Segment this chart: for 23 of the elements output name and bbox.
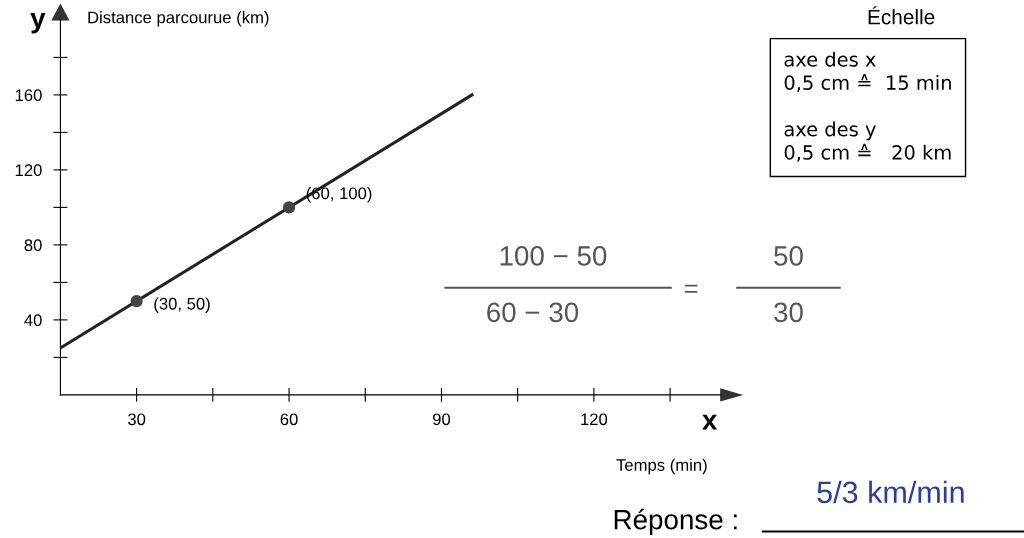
x-axis-title: Temps (min) <box>616 458 707 475</box>
text: Réponse : <box>614 508 737 535</box>
y-axis-title: Distance parcourue (km) <box>88 11 269 27</box>
text: 50 <box>774 246 803 266</box>
annotation: 60 − 30 <box>487 302 579 323</box>
x-tick-label: 120 <box>581 413 608 426</box>
text: axe des x 0,5 cm ≙ 15 min axe des y 0,5 cm ≙ 20 km <box>784 51 951 162</box>
text: Échelle <box>868 6 935 25</box>
text: 30 <box>774 302 803 323</box>
y-tick-label: 80 <box>24 239 42 252</box>
text: 5/3 km/min <box>817 480 964 504</box>
annotation: 100 − 50 <box>500 246 607 266</box>
text: y <box>30 12 46 34</box>
annotation: = <box>685 284 698 293</box>
x-tick-label: 60 <box>280 413 298 426</box>
y-tick-label: 120 <box>15 164 42 177</box>
annotation: (60, 100) <box>306 186 372 203</box>
x-tick-label: 30 <box>127 413 146 426</box>
text: x <box>702 414 718 430</box>
y-tick-label: 160 <box>15 89 42 102</box>
annotation: (30, 50) <box>154 297 210 313</box>
x-tick-label: 90 <box>432 413 451 426</box>
y-tick-label: 40 <box>24 314 42 327</box>
